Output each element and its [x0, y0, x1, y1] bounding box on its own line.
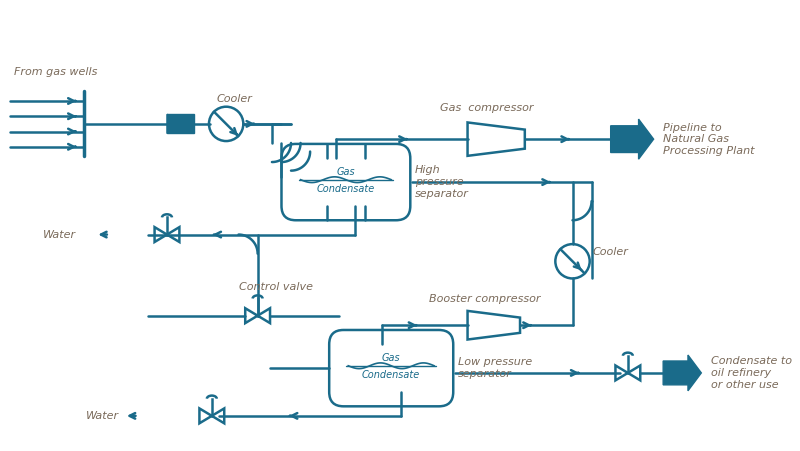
- FancyBboxPatch shape: [282, 144, 410, 220]
- Polygon shape: [258, 308, 270, 323]
- Polygon shape: [615, 365, 628, 380]
- Text: From gas wells: From gas wells: [14, 67, 98, 78]
- Text: Gas  compressor: Gas compressor: [440, 103, 534, 113]
- Polygon shape: [212, 409, 224, 423]
- FancyBboxPatch shape: [329, 330, 454, 406]
- Text: Cooler: Cooler: [593, 247, 629, 257]
- Text: Cooler: Cooler: [217, 94, 253, 104]
- Text: Water: Water: [86, 411, 119, 421]
- Polygon shape: [199, 409, 212, 423]
- Text: Water: Water: [43, 230, 76, 239]
- Polygon shape: [467, 123, 525, 156]
- Polygon shape: [467, 311, 520, 340]
- Polygon shape: [167, 227, 179, 242]
- Text: Condensate: Condensate: [317, 184, 375, 194]
- Polygon shape: [154, 227, 167, 242]
- Polygon shape: [628, 365, 640, 380]
- Text: High
pressure
separator: High pressure separator: [415, 166, 469, 199]
- Polygon shape: [167, 115, 194, 133]
- Text: Pipeline to
Natural Gas
Processing Plant: Pipeline to Natural Gas Processing Plant: [663, 123, 754, 156]
- Text: Low pressure
separator: Low pressure separator: [458, 357, 532, 379]
- Polygon shape: [663, 355, 702, 391]
- Polygon shape: [246, 308, 258, 323]
- Text: Condensate: Condensate: [362, 370, 420, 380]
- Text: Gas: Gas: [337, 167, 355, 177]
- Polygon shape: [610, 119, 654, 159]
- Text: Condensate to
oil refinery
or other use: Condensate to oil refinery or other use: [711, 356, 792, 390]
- Text: Control valve: Control valve: [238, 282, 313, 292]
- Text: Gas: Gas: [382, 353, 401, 363]
- FancyBboxPatch shape: [167, 115, 194, 133]
- Text: Booster compressor: Booster compressor: [429, 295, 540, 304]
